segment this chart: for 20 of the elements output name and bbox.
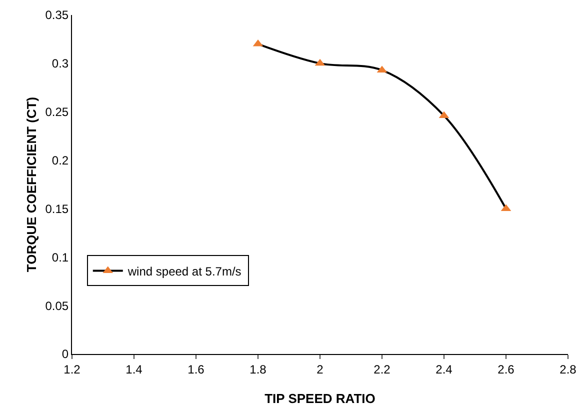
- y-tick-label: 0.15: [45, 202, 69, 216]
- x-tick-label: 2.6: [498, 362, 515, 376]
- x-tick-label: 1.4: [126, 362, 143, 376]
- x-tick-label: 1.6: [188, 362, 205, 376]
- x-tick-label: 2: [316, 362, 324, 376]
- y-tick-label: 0: [62, 347, 69, 362]
- x-tick-label: 2.8: [560, 362, 577, 376]
- y-tick-label: 0.1: [52, 250, 69, 264]
- x-axis-title: TIP SPEED RATIO: [264, 391, 376, 406]
- y-tick-label: 0.35: [45, 8, 69, 22]
- legend-label: wind speed at 5.7m/s: [126, 264, 242, 278]
- y-tick-label: 0.3: [52, 56, 69, 71]
- x-tick-label: 1.2: [64, 362, 81, 376]
- x-tick-label: 1.8: [250, 362, 267, 376]
- y-tick-label: 0.2: [52, 153, 69, 168]
- x-tick-label: 2.2: [374, 362, 391, 376]
- y-tick-label: 0.25: [45, 105, 69, 120]
- y-tick-label: 0.05: [45, 298, 69, 313]
- x-tick-label: 2.4: [436, 362, 453, 376]
- y-axis-title: TORQUE COEFFICIENT (CT): [24, 96, 39, 272]
